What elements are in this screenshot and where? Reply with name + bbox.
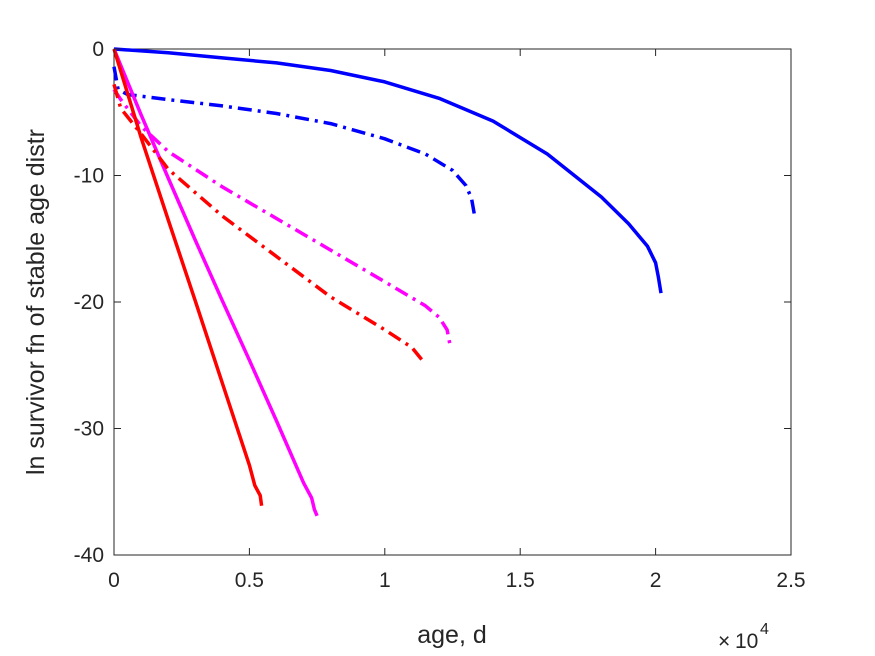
y-tick-label: -10 (74, 165, 104, 188)
x-multiplier-base: 10 (735, 630, 758, 653)
x-tick-label: 0 (108, 569, 120, 592)
plot-area (113, 48, 792, 556)
series-line-3 (112, 48, 319, 517)
x-multiplier: × 10 4 (718, 621, 769, 653)
x-tick-label: 0.5 (235, 569, 264, 592)
series-line-6 (112, 83, 427, 366)
series-layer (112, 47, 663, 517)
x-multiplier-times: × (718, 630, 730, 653)
x-tick-label: 1.5 (506, 569, 535, 592)
x-tick-label: 2 (650, 569, 662, 592)
x-tick-label: 2.5 (776, 569, 805, 592)
y-axis-label: ln survivor fn of stable age distr (22, 129, 50, 475)
series-line-5 (112, 48, 264, 506)
x-axis-label: age, d (417, 621, 487, 649)
tick-layer: 0 0.5 1 1.5 2 2.5 0 -10 -20 -30 -40 (74, 38, 806, 592)
y-tick-label: -40 (74, 544, 104, 567)
y-tick-label: -30 (74, 418, 104, 441)
y-tick-label: 0 (92, 38, 104, 61)
x-multiplier-exponent: 4 (760, 621, 769, 638)
y-tick-label: -20 (74, 291, 104, 314)
x-tick-label: 1 (379, 569, 391, 592)
series-line-1 (113, 47, 663, 294)
